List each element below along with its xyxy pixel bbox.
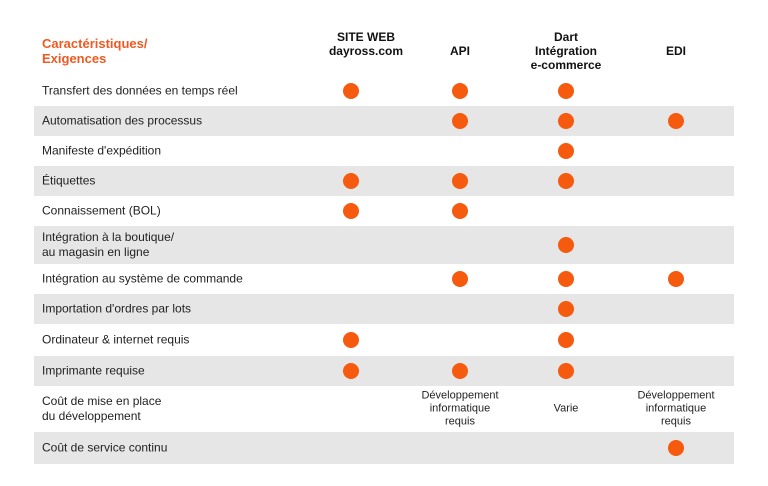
table-row: Ordinateur & internet requis: [34, 324, 734, 356]
row-label: Transfert des données en temps réel: [42, 83, 238, 98]
row-label: Imprimante requise: [42, 363, 145, 378]
check-dot-dart: [558, 113, 574, 129]
header-col-dart-line1: Dart: [553, 30, 578, 44]
check-dot-dart: [558, 363, 574, 379]
note-line: Développement: [421, 389, 499, 402]
check-dot-api: [452, 113, 468, 129]
note-line: Développement: [637, 389, 715, 402]
table-row: Transfert des données en temps réel: [34, 76, 734, 106]
header-col-dart-line3: e-commerce: [530, 58, 602, 72]
row-label-line1: Intégration à la boutique/: [42, 230, 175, 244]
check-dot-api: [452, 173, 468, 189]
check-dot-edi: [668, 440, 684, 456]
row-label: Étiquettes: [42, 173, 96, 188]
header-col-website-line2: dayross.com: [328, 44, 404, 58]
check-dot-api: [452, 271, 468, 287]
table-row: Manifeste d'expédition: [34, 136, 734, 166]
row-label-line2: du développement: [42, 409, 141, 423]
check-dot-dart: [558, 332, 574, 348]
row-label: Coût de mise en place du développement: [42, 394, 302, 424]
header-features-title: Caractéristiques/ Exigences: [42, 36, 182, 66]
note-line: requis: [661, 415, 691, 428]
row-label: Connaissement (BOL): [42, 203, 161, 218]
check-dot-api: [452, 363, 468, 379]
table-row: Coût de mise en place du développement D…: [34, 386, 734, 432]
check-dot-dart: [558, 237, 574, 253]
feature-comparison-table: Caractéristiques/ Exigences SITE WEB day…: [34, 28, 734, 464]
note-line: informatique: [645, 402, 707, 415]
api-setup-cost-note: Développement informatique requis: [405, 390, 515, 429]
header-title-line2: Exigences: [42, 51, 107, 66]
table-row: Intégration à la boutique/ au magasin en…: [34, 226, 734, 264]
row-label: Manifeste d'expédition: [42, 143, 162, 158]
check-dot-web: [343, 363, 359, 379]
check-dot-dart: [558, 143, 574, 159]
dart-setup-cost-note: Varie: [553, 402, 579, 415]
table-row: Intégration au système de commande: [34, 264, 734, 294]
edi-setup-cost-note: Développement informatique requis: [621, 390, 731, 429]
check-dot-edi: [668, 271, 684, 287]
check-dot-web: [343, 83, 359, 99]
row-label: Intégration à la boutique/ au magasin en…: [42, 230, 302, 260]
table-row: Imprimante requise: [34, 356, 734, 386]
header-col-edi: EDI: [665, 44, 686, 58]
note-line: requis: [445, 415, 475, 428]
check-dot-dart: [558, 173, 574, 189]
check-dot-web: [343, 173, 359, 189]
row-label-line2: au magasin en ligne: [42, 245, 150, 259]
table-row: Automatisation des processus: [34, 106, 734, 136]
check-dot-dart: [558, 271, 574, 287]
check-dot-dart: [558, 301, 574, 317]
header-col-dart: Dart Intégration e-commerce: [516, 30, 616, 72]
row-label: Automatisation des processus: [42, 113, 203, 128]
row-label-line1: Coût de mise en place: [42, 394, 162, 408]
header-col-website-line1: SITE WEB: [336, 30, 395, 44]
table-row: Étiquettes: [34, 166, 734, 196]
check-dot-api: [452, 203, 468, 219]
header-col-api: API: [449, 44, 470, 58]
table-row: Coût de service continu: [34, 432, 734, 464]
row-label: Coût de service continu: [42, 440, 168, 455]
table-header: Caractéristiques/ Exigences SITE WEB day…: [34, 28, 734, 78]
row-label: Importation d'ordres par lots: [42, 301, 192, 316]
row-label: Ordinateur & internet requis: [42, 332, 190, 347]
header-col-website: SITE WEB dayross.com: [310, 30, 422, 58]
check-dot-dart: [558, 83, 574, 99]
check-dot-edi: [668, 113, 684, 129]
check-dot-api: [452, 83, 468, 99]
table-row: Connaissement (BOL): [34, 196, 734, 226]
note-line: informatique: [429, 402, 491, 415]
row-label: Intégration au système de commande: [42, 271, 243, 286]
header-col-dart-line2: Intégration: [535, 44, 597, 58]
table-row: Importation d'ordres par lots: [34, 294, 734, 324]
check-dot-web: [343, 203, 359, 219]
header-title-line1: Caractéristiques/: [42, 36, 148, 51]
check-dot-web: [343, 332, 359, 348]
